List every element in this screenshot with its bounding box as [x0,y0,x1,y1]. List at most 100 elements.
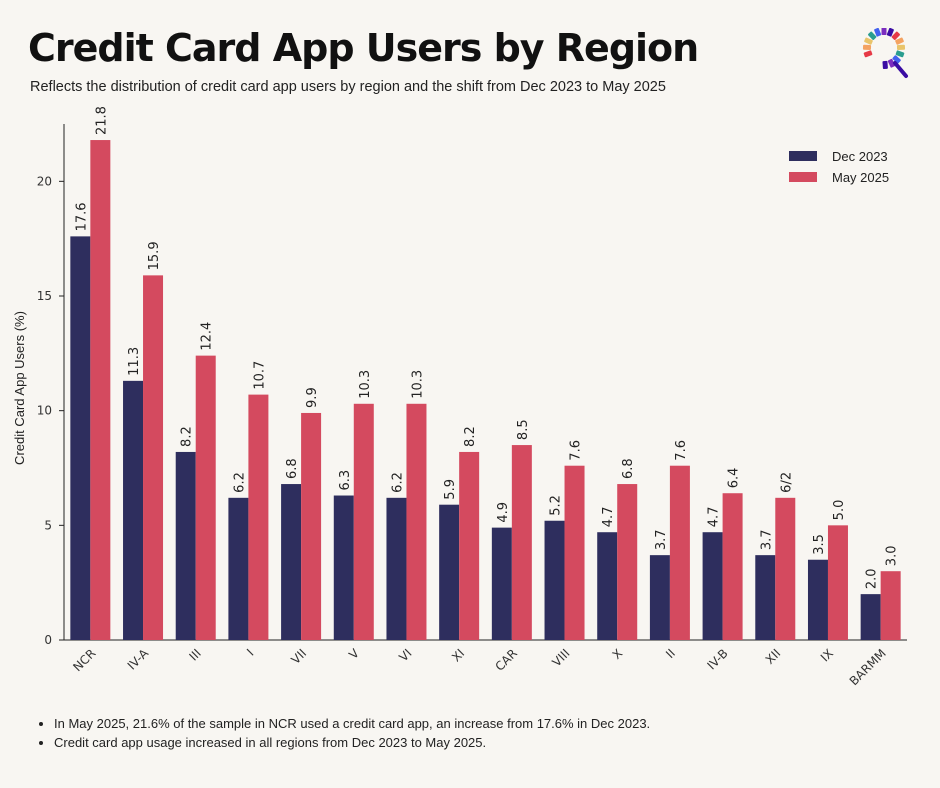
bar-may-2025-i [248,394,269,640]
data-label: 17.6 [74,202,89,231]
data-label: 12.4 [200,322,215,351]
y-axis-label: Credit Card App Users (%) [12,311,27,465]
bar-dec-2023-ii [649,555,670,640]
x-tick-label: CAR [492,646,520,674]
data-label: 6.2 [232,472,247,493]
logo-segment [895,50,905,58]
data-label: 2.0 [865,568,880,589]
x-tick-label: IV-B [704,646,730,672]
y-tick-label: 0 [44,633,52,647]
logo-segment [887,58,896,68]
y-tick-label: 10 [37,404,52,418]
x-tick-label: IV-A [125,646,152,673]
data-label: 21.8 [94,106,109,135]
legend-swatch [789,172,817,182]
data-label: 5.9 [443,479,458,500]
data-label: 6.2 [390,472,405,493]
bar-may-2025-ii [669,465,690,640]
data-label: 5.0 [832,500,847,521]
bar-may-2025-ix [827,525,848,640]
data-label: 15.9 [147,241,162,270]
logo-segment [874,28,882,37]
bar-dec-2023-viii [544,520,565,640]
legend-swatch [789,151,817,161]
x-tick-label: V [346,646,362,662]
data-label: 5.2 [549,495,564,516]
data-label: 6.8 [621,458,636,479]
logo-segment [882,60,888,70]
bar-may-2025-viii [564,465,585,640]
bar-may-2025-vii [301,412,322,640]
x-tick-label: XI [449,646,467,664]
x-tick-label: VI [396,646,414,664]
bar-dec-2023-car [491,527,512,640]
data-label: 7.6 [569,440,584,461]
legend-label: Dec 2023 [832,149,888,164]
data-label: 6.3 [338,470,353,491]
logo-segment [863,50,873,58]
bar-dec-2023-i [228,497,249,640]
logo-segment [862,44,872,51]
y-tick-label: 20 [37,174,52,188]
bar-may-2025-vi [406,403,427,640]
data-label: 11.3 [127,347,142,376]
bar-dec-2023-xi [439,504,460,640]
bar-dec-2023-vi [386,497,407,640]
data-label: 8.2 [463,426,478,447]
data-label: 3.0 [885,546,900,567]
bar-may-2025-v [353,403,374,640]
x-tick-label: NCR [70,646,98,674]
x-tick-label: IX [818,646,836,664]
data-label: 7.6 [674,440,689,461]
data-label: 6.8 [285,458,300,479]
chart-title: Credit Card App Users by Region [28,26,699,70]
data-label: 6.4 [727,468,742,489]
logo-segment [864,37,873,45]
chart-subtitle: Reflects the distribution of credit card… [30,79,666,95]
bar-may-2025-xi [459,451,480,640]
bar-may-2025-car [511,445,532,640]
note-item: Credit card app usage increased in all r… [54,735,650,750]
legend-label: May 2025 [832,170,889,185]
logo-segment [896,44,906,51]
data-label: 3.7 [759,529,774,550]
data-label: 8.2 [180,426,195,447]
data-label: 4.9 [496,502,511,523]
x-tick-label: VII [288,646,309,667]
bar-chart: 0 5 10 15 20 Credit Card App Users (%) 17.6 21.… [12,106,907,688]
data-label: 10.7 [252,361,267,390]
data-label: 10.3 [358,370,373,399]
data-label: 8.5 [516,419,531,440]
x-tick-label: II [663,646,678,661]
bar-dec-2023-vii [281,484,302,640]
data-label: 4.7 [601,507,616,528]
bar-dec-2023-barmm [860,594,881,640]
data-label: 9.9 [305,387,320,408]
bar-dec-2023-iii [175,451,196,640]
x-tick-label: X [610,646,626,662]
notes-list: In May 2025, 21.6% of the sample in NCR … [38,716,650,754]
bar-may-2025-iv-a [143,275,164,640]
data-label: 3.5 [812,534,827,555]
bar-dec-2023-ncr [70,236,91,640]
data-label: 4.7 [707,507,722,528]
bar-dec-2023-x [597,532,618,640]
bar-dec-2023-ix [807,559,828,640]
data-label: 3.7 [654,529,669,550]
bar-dec-2023-xii [755,555,776,640]
bar-dec-2023-iv-b [702,532,723,640]
data-label: 10.3 [410,370,425,399]
bar-may-2025-iii [195,355,216,640]
y-tick-label: 5 [44,518,52,532]
bar-may-2025-iv-b [722,493,743,640]
bar-may-2025-xii [775,497,796,640]
x-tick-label: BARMM [847,646,889,688]
x-tick-label: III [186,646,203,663]
bar-may-2025-x [617,484,638,640]
magnifier-logo-icon [862,28,908,78]
bar-may-2025-barmm [880,571,901,640]
x-tick-label: XII [763,646,784,667]
y-tick-label: 15 [37,289,52,303]
logo-segment [892,55,901,64]
x-tick-label: VIII [549,646,572,669]
